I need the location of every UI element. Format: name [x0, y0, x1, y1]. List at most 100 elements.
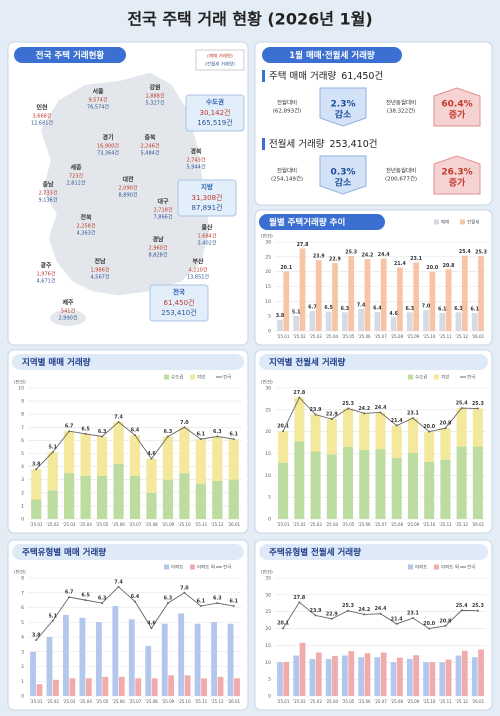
y-axis-label: (만건)	[14, 569, 26, 576]
summary-title: 1월 매매·전월세 거래량	[289, 50, 375, 61]
y-tick-label: 0	[21, 517, 24, 523]
x-tick-label: '25.04	[326, 334, 339, 339]
legend-label: 아파트	[171, 564, 183, 571]
region-rent: 12,681건	[31, 120, 53, 127]
region-sales: 1,986건	[91, 267, 110, 274]
data-label: 6.7	[308, 305, 317, 311]
y-tick-label: 10	[18, 386, 24, 392]
section-label: 전월세 거래량	[269, 138, 325, 150]
data-label: 23.1	[407, 611, 419, 617]
line-point	[216, 435, 219, 438]
map-header	[14, 47, 126, 63]
bar	[278, 462, 289, 519]
x-tick-label: '25.01	[30, 699, 43, 704]
x-tick-label: '25.03	[63, 522, 76, 527]
line-point	[117, 585, 120, 588]
region-name: 강원	[149, 84, 160, 92]
line-point	[51, 451, 54, 454]
map-title: 전국 주택 거래현황	[36, 50, 105, 61]
x-tick-label: '25.04	[79, 522, 92, 527]
data-label: 20.8	[440, 421, 452, 427]
y-tick-label: 6	[21, 605, 24, 611]
y-tick-label: 0	[268, 517, 271, 523]
y-tick-label: 3	[21, 649, 24, 655]
legend-label: 전국	[467, 374, 475, 381]
line-point	[330, 617, 333, 620]
data-label: 25.4	[459, 249, 471, 255]
region-name: 충북	[144, 134, 156, 142]
region-rent: 2,812건	[67, 180, 86, 187]
y-tick-label: 4	[21, 464, 24, 470]
bar	[359, 450, 370, 519]
bar	[358, 657, 364, 696]
bar	[46, 637, 53, 696]
data-label: 24.2	[362, 253, 374, 259]
data-label: 6.7	[65, 590, 74, 596]
line-point	[134, 600, 136, 603]
bar	[31, 499, 42, 519]
y-axis-label: (만건)	[261, 379, 273, 386]
line-point	[411, 617, 414, 620]
panel	[254, 41, 493, 206]
bar	[64, 431, 75, 474]
bar	[364, 653, 371, 696]
bar	[161, 623, 168, 696]
bar	[113, 463, 124, 519]
region-rent: 76,574건	[87, 104, 109, 111]
change-direction: 감소	[335, 177, 352, 189]
x-tick-label: '25.01	[277, 334, 290, 339]
bar	[424, 431, 435, 462]
y-tick-label: 35	[265, 576, 271, 582]
region-name: 인천	[36, 104, 48, 112]
data-label: 21.4	[391, 418, 403, 424]
bar	[358, 309, 364, 331]
data-label: 7.4	[114, 415, 123, 421]
bar	[80, 475, 91, 519]
bar	[283, 271, 290, 331]
region-sales: 1,976건	[37, 271, 56, 278]
comparison-label: 전월대비	[277, 99, 297, 107]
x-tick-label: '25.03	[309, 334, 322, 339]
data-label: 25.3	[472, 401, 484, 407]
region-name: 울산	[201, 224, 213, 232]
data-label: 5.1	[48, 445, 57, 451]
line-point	[166, 435, 169, 438]
bar	[456, 408, 467, 447]
bar	[309, 658, 316, 696]
bar	[151, 678, 158, 696]
legend-label: 매매	[441, 219, 449, 226]
x-tick-label: '26.01	[472, 522, 485, 527]
bar	[146, 458, 157, 493]
change-value: 60.4%	[441, 100, 472, 110]
panel	[7, 349, 249, 534]
data-label: 25.3	[342, 401, 354, 407]
x-tick-label: '25.01	[277, 522, 290, 527]
bar	[445, 659, 452, 696]
x-tick-label: '25.12	[211, 522, 224, 527]
bar	[397, 267, 403, 331]
x-tick-label: '25.11	[439, 522, 452, 527]
bar	[423, 662, 429, 696]
y-tick-label: 5	[268, 314, 271, 320]
y-tick-label: 25	[265, 407, 271, 413]
bar	[36, 684, 43, 696]
total-rent: 87,891건	[192, 203, 223, 212]
page-title: 전국 주택 거래 현황 (2026년 1월)	[127, 10, 372, 29]
change-arrow	[433, 87, 481, 127]
section-marker	[262, 138, 265, 150]
bar	[348, 255, 355, 331]
x-tick-label: '25.08	[390, 699, 403, 704]
line-point	[68, 596, 71, 599]
region-rent: 4,671건	[37, 278, 56, 285]
region-sales: 9,574건	[89, 97, 108, 104]
data-label: 6.3	[213, 429, 222, 435]
region-rent: 5,327건	[146, 100, 165, 107]
x-tick-label: '25.01	[30, 522, 43, 527]
x-tick-label: '25.05	[342, 699, 355, 704]
bar	[472, 446, 483, 519]
data-label: 20.8	[440, 618, 452, 624]
change-value: 26.3%	[441, 168, 472, 178]
region-sales: 2,733건	[39, 190, 58, 197]
data-label: 27.8	[293, 390, 305, 396]
